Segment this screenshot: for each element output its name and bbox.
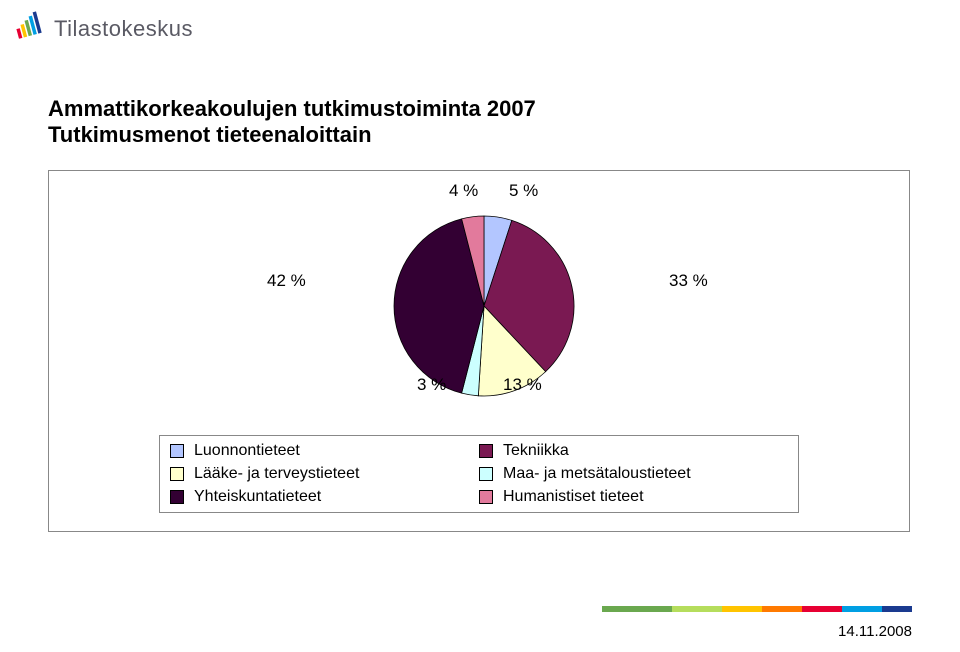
legend-label: Tekniikka [503, 442, 569, 460]
data-label: 5 % [509, 181, 538, 201]
footer-bar-segment [722, 606, 762, 612]
footer-bar-segment [602, 606, 672, 612]
legend-label: Lääke- ja terveystieteet [194, 465, 359, 483]
data-label: 4 % [449, 181, 478, 201]
data-label: 3 % [417, 375, 446, 395]
legend-item: Tekniikka [479, 442, 788, 460]
footer-bar-segment [802, 606, 842, 612]
footer-date: 14.11.2008 [838, 623, 912, 640]
legend-item: Lääke- ja terveystieteet [170, 465, 479, 483]
title-line-2: Tutkimusmenot tieteenaloittain [48, 122, 536, 148]
data-label: 13 % [503, 375, 542, 395]
legend-swatch [170, 467, 184, 481]
legend-swatch [479, 444, 493, 458]
legend-swatch [170, 490, 184, 504]
brand-logo-icon [12, 10, 44, 47]
legend-item: Luonnontieteet [170, 442, 479, 460]
legend-swatch [170, 444, 184, 458]
legend-item: Yhteiskuntatieteet [170, 488, 479, 506]
legend-label: Yhteiskuntatieteet [194, 488, 321, 506]
footer-bar-segment [882, 606, 912, 612]
brand-header: Tilastokeskus [12, 10, 193, 47]
page-title: Ammattikorkeakoulujen tutkimustoiminta 2… [48, 96, 536, 148]
legend-label: Maa- ja metsätaloustieteet [503, 465, 691, 483]
legend-label: Luonnontieteet [194, 442, 300, 460]
footer-color-bar [602, 606, 912, 612]
footer-bar-segment [672, 606, 722, 612]
data-label: 42 % [267, 271, 306, 291]
legend-item: Maa- ja metsätaloustieteet [479, 465, 788, 483]
legend-swatch [479, 490, 493, 504]
legend-label: Humanistiset tieteet [503, 488, 644, 506]
data-label: 33 % [669, 271, 708, 291]
legend: Luonnontieteet Tekniikka Lääke- ja terveys… [159, 435, 799, 513]
footer-bar-segment [762, 606, 802, 612]
title-line-1: Ammattikorkeakoulujen tutkimustoiminta 2… [48, 96, 536, 122]
brand-name: Tilastokeskus [54, 16, 193, 42]
legend-item: Humanistiset tieteet [479, 488, 788, 506]
chart-frame: 5 % 33 % 13 % 3 % 42 % 4 % Luonnontieteet Tekn… [48, 170, 910, 532]
legend-swatch [479, 467, 493, 481]
footer-bar-segment [842, 606, 882, 612]
